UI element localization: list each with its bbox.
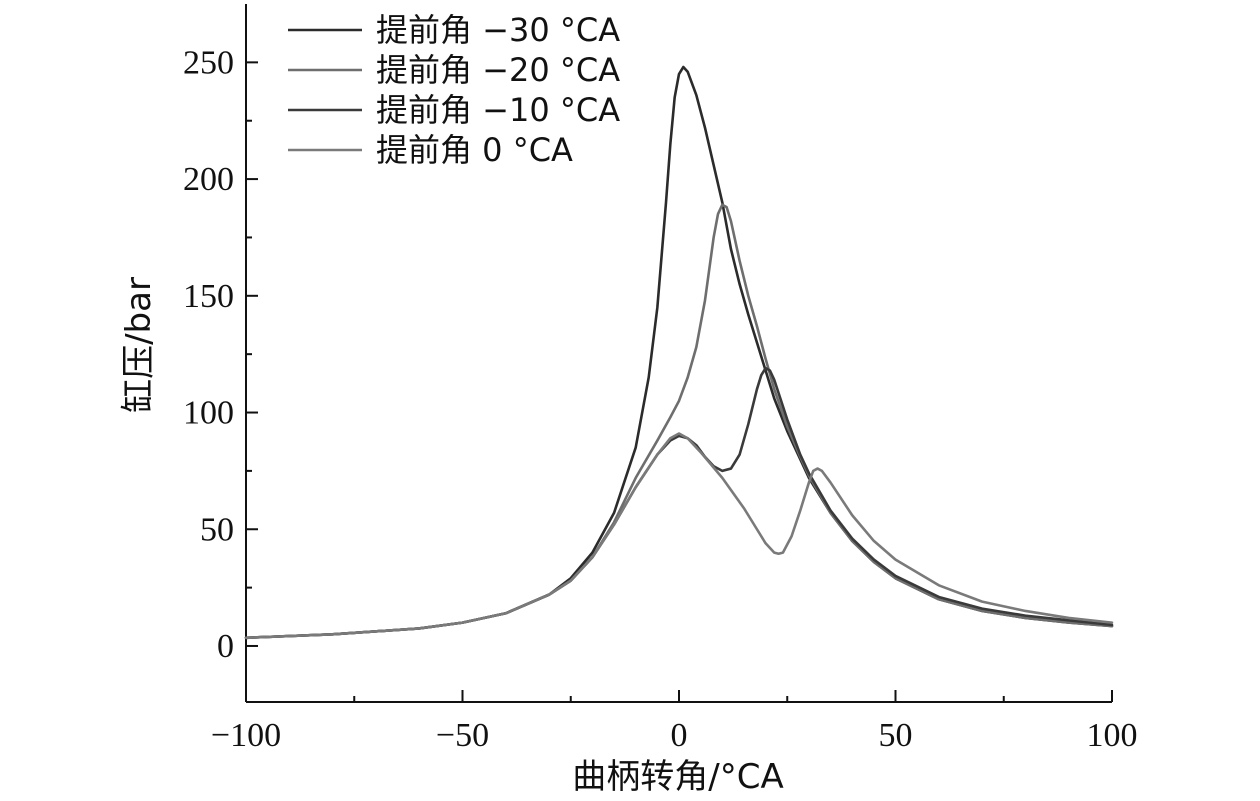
y-tick-label: 0 bbox=[217, 628, 234, 665]
x-tick-label: 0 bbox=[671, 717, 688, 754]
y-tick-label: 50 bbox=[200, 511, 234, 548]
series-line-4 bbox=[244, 432, 1114, 640]
x-tick-label: −50 bbox=[436, 717, 489, 754]
x-tick-label: 50 bbox=[879, 717, 913, 754]
x-tick-label: −100 bbox=[211, 717, 281, 754]
legend-label-2: 提前角 −20 °CA bbox=[376, 51, 620, 89]
series-line-2 bbox=[244, 203, 1114, 640]
y-tick-label: 150 bbox=[183, 278, 234, 315]
y-axis-label: 缸压/bar bbox=[119, 277, 159, 413]
legend-label-1: 提前角 −30 °CA bbox=[376, 11, 620, 49]
y-tick-label: 100 bbox=[183, 395, 234, 432]
series-line-3 bbox=[244, 366, 1114, 640]
legend-label-4: 提前角 0 °CA bbox=[376, 131, 573, 169]
y-tick-label: 200 bbox=[183, 161, 234, 198]
axes: −100 −50 0 50 100 0 50 100 150 200 250 bbox=[183, 4, 1138, 754]
series-layer bbox=[244, 65, 1114, 640]
x-tick-label: 100 bbox=[1087, 717, 1138, 754]
x-axis-label: 曲柄转角/°CA bbox=[572, 757, 783, 797]
y-tick-label: 250 bbox=[183, 44, 234, 81]
legend-label-3: 提前角 −10 °CA bbox=[376, 91, 620, 129]
